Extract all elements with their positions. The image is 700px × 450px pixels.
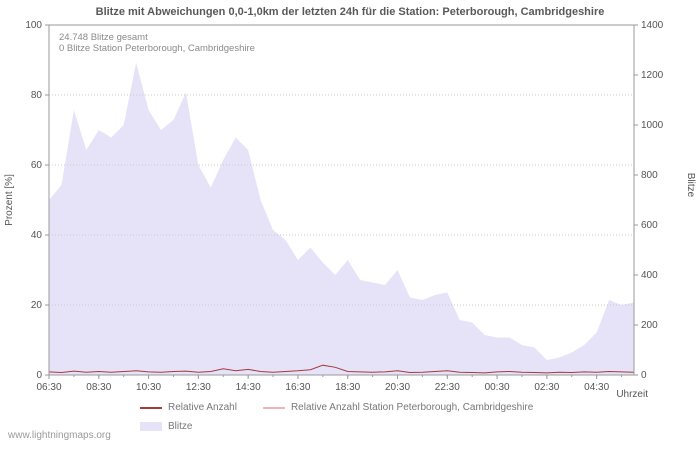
right-axis-tick-label: 400: [641, 270, 658, 281]
legend-label-blitze: Blitze: [168, 421, 193, 432]
x-axis-tick-label: 10:30: [136, 382, 161, 393]
right-axis-tick-label: 600: [641, 220, 658, 231]
x-axis-tick-label: 04:30: [584, 382, 609, 393]
watermark-link[interactable]: www.lightningmaps.org: [8, 430, 111, 441]
x-axis-tick-label: 14:30: [236, 382, 261, 393]
left-axis-tick-label: 20: [31, 300, 43, 311]
right-axis-tick-label: 1000: [641, 120, 664, 131]
legend-line-swatch-relative-anzahl-station: [262, 406, 285, 409]
left-axis-tick-label: 0: [36, 370, 42, 381]
line-series-0: [48, 364, 635, 374]
legend-item-blitze: Blitze: [140, 421, 192, 432]
x-axis-tick-label: 00:30: [485, 382, 510, 393]
annotation-total-strikes: 24.748 Blitze gesamt: [59, 32, 148, 43]
plot-frame: [48, 24, 635, 376]
legend-item-relative-anzahl-station: Relative Anzahl Station Peterborough, Ca…: [262, 402, 534, 413]
legend-item-relative-anzahl: Relative Anzahl: [140, 402, 237, 413]
left-axis-tick-label: 80: [31, 90, 43, 101]
legend-label-relative-anzahl: Relative Anzahl: [168, 402, 237, 413]
right-axis-tick-label: 0: [641, 370, 647, 381]
right-axis-tick-label: 1200: [641, 70, 664, 81]
x-axis-tick-label: 12:30: [186, 382, 211, 393]
x-axis-tick-label: 06:30: [36, 382, 61, 393]
x-axis-title: Uhrzeit: [616, 389, 648, 400]
legend-line-swatch-relative-anzahl: [140, 406, 162, 409]
x-axis-tick-label: 16:30: [285, 382, 310, 393]
left-axis-tick-label: 60: [31, 160, 43, 171]
x-axis-tick-label: 18:30: [335, 382, 360, 393]
x-axis-tick-label: 20:30: [385, 382, 410, 393]
left-axis-title: Prozent [%]: [4, 174, 15, 226]
x-axis-tick-label: 22:30: [435, 382, 460, 393]
right-axis-tick-label: 1400: [641, 20, 664, 31]
legend-label-relative-anzahl-station: Relative Anzahl Station Peterborough, Ca…: [290, 402, 534, 413]
left-axis-tick-label: 40: [31, 230, 43, 241]
x-axis-tick-label: 02:30: [534, 382, 559, 393]
legend-row-lines: Relative Anzahl Relative Anzahl Station …: [140, 400, 533, 415]
area-series-blitze: [49, 62, 634, 375]
legend-row-area: Blitze: [140, 419, 533, 434]
right-axis-tick-label: 800: [641, 170, 658, 181]
left-axis-tick-label: 100: [25, 20, 42, 31]
plot-layer: 020406080100020040060080010001200140006:…: [25, 20, 663, 393]
page-title: Blitze mit Abweichungen 0,0-1,0km der le…: [95, 6, 605, 18]
legend: Relative Anzahl Relative Anzahl Station …: [140, 400, 533, 438]
x-axis-tick-label: 08:30: [86, 382, 111, 393]
right-axis-tick-label: 200: [641, 320, 658, 331]
right-axis-title: Blitze: [685, 173, 696, 198]
legend-area-swatch-blitze: [140, 422, 162, 431]
annotation-station-strikes: 0 Blitze Station Peterborough, Cambridge…: [59, 43, 255, 54]
